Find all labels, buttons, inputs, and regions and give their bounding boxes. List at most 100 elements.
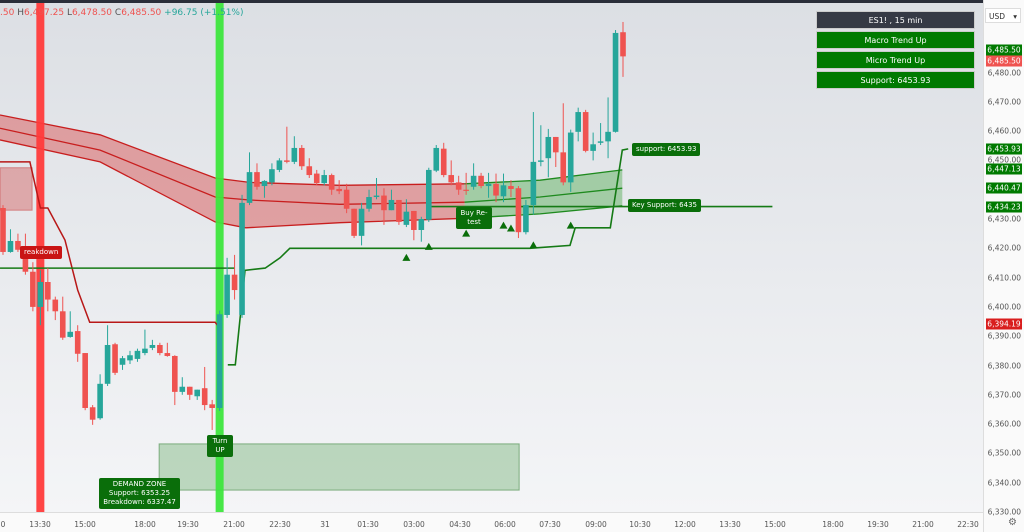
price-tick-label: 6,400.00 bbox=[987, 302, 1021, 312]
candle-body bbox=[45, 281, 51, 300]
price-badge: 6,453.93 bbox=[986, 143, 1022, 155]
candle-body bbox=[209, 404, 215, 408]
candle-body bbox=[313, 173, 320, 184]
candle-body bbox=[403, 211, 410, 225]
time-tick-label: 07:30 bbox=[539, 520, 561, 529]
candle-body bbox=[530, 161, 537, 206]
candle-body bbox=[612, 32, 619, 132]
candle-body bbox=[299, 147, 305, 167]
time-tick-label: 21:00 bbox=[912, 520, 934, 529]
price-tick-label: 6,350.00 bbox=[987, 448, 1021, 458]
supply-box bbox=[0, 167, 33, 211]
candle-body bbox=[567, 132, 574, 183]
micro-trend-row: Micro Trend Up bbox=[816, 51, 975, 69]
candle-body bbox=[523, 205, 529, 233]
price-badge: 6,440.47 bbox=[986, 182, 1022, 194]
price-badge: 6,394.19 bbox=[986, 318, 1022, 330]
price-tick-label: 6,360.00 bbox=[987, 419, 1021, 429]
candle-body bbox=[59, 311, 66, 338]
candle-body bbox=[82, 353, 88, 408]
candle-body bbox=[448, 175, 454, 183]
time-tick-label: 01:30 bbox=[357, 520, 379, 529]
settings-gear-icon[interactable]: ⚙ bbox=[1008, 517, 1017, 528]
price-tick-label: 6,380.00 bbox=[987, 361, 1021, 370]
time-tick-label: 18:00 bbox=[822, 520, 844, 529]
close-value: 6,485.50 bbox=[121, 8, 162, 18]
candle-body bbox=[388, 199, 395, 211]
demand-zone-breakdown: Breakdown: 6337.47 bbox=[103, 498, 176, 506]
candle-body bbox=[284, 160, 290, 162]
ema-line-upper-bullish bbox=[464, 169, 623, 185]
candle-body bbox=[104, 344, 111, 384]
candle-body bbox=[463, 189, 469, 191]
candle-body bbox=[455, 182, 462, 190]
key-support-label: Key Support: 6435 bbox=[628, 199, 701, 212]
change-value: +96.75 (+1.51%) bbox=[164, 8, 244, 18]
candle-body bbox=[15, 240, 21, 250]
candle-body bbox=[179, 386, 186, 392]
candle-body bbox=[508, 186, 514, 189]
candle-body bbox=[605, 131, 611, 142]
candle-body bbox=[560, 152, 567, 183]
demand-zone-support: Support: 6353.25 bbox=[108, 489, 171, 497]
breakdown-label: reakdown bbox=[20, 246, 63, 259]
candle-body bbox=[194, 389, 201, 397]
panel-title: ES1! , 15 min bbox=[816, 11, 975, 29]
candle-body bbox=[552, 136, 559, 153]
candle-body bbox=[411, 210, 417, 230]
candle-body bbox=[201, 388, 208, 406]
candle-body bbox=[231, 274, 238, 291]
price-tick-label: 6,460.00 bbox=[987, 126, 1021, 136]
ema-line-middle-bearish bbox=[0, 127, 465, 205]
time-tick-label: 13:30 bbox=[29, 520, 51, 529]
candle-body bbox=[351, 208, 357, 236]
candle-body bbox=[89, 407, 96, 420]
time-tick-label: 12:00 bbox=[674, 520, 696, 529]
buy-marker-triangle-icon bbox=[529, 241, 538, 249]
price-tick-label: 6,390.00 bbox=[987, 331, 1021, 341]
ema-band-bearish bbox=[0, 115, 465, 228]
time-tick-label: 22:30 bbox=[269, 520, 291, 529]
candle-body bbox=[575, 112, 581, 132]
candle-body bbox=[620, 32, 626, 57]
support-row: Support: 6453.93 bbox=[816, 71, 975, 89]
candle-body bbox=[485, 183, 492, 187]
candle-body bbox=[328, 175, 335, 190]
candle-body bbox=[545, 136, 552, 159]
time-tick-label: 19:30 bbox=[177, 520, 199, 529]
candle-body bbox=[216, 314, 223, 408]
candle-body bbox=[37, 281, 44, 307]
price-tick-label: 6,420.00 bbox=[987, 243, 1021, 253]
close-label: C bbox=[114, 8, 122, 18]
turn-up-label: Turn UP bbox=[207, 435, 233, 457]
price-badge: 6,434.23 bbox=[986, 201, 1022, 213]
time-tick-label: 13:30 bbox=[719, 520, 741, 529]
time-axis[interactable]: 0 13:30 15:00 18:00 19:30 21:00 22:30 31 01:30 03… bbox=[0, 512, 983, 532]
price-tick-label: 6,470.00 bbox=[987, 97, 1021, 107]
candle-body bbox=[186, 386, 193, 395]
time-tick-label: 31 bbox=[320, 520, 330, 529]
price-axis[interactable]: 6,330.00 6,340.00 6,350.00 6,360.00 6,370.00… bbox=[983, 0, 1024, 532]
candle-body bbox=[30, 271, 36, 307]
candle-body bbox=[306, 166, 313, 176]
candle-body bbox=[538, 160, 544, 162]
time-tick-label: 06:00 bbox=[494, 520, 516, 529]
time-tick-label: 03:00 bbox=[403, 520, 425, 529]
candle-body bbox=[261, 180, 268, 187]
candle-body bbox=[142, 348, 148, 354]
candle-body bbox=[119, 358, 126, 365]
candle-body bbox=[97, 383, 103, 419]
candle-body bbox=[172, 355, 178, 392]
candle-body bbox=[254, 172, 260, 187]
chevron-down-icon: ▾ bbox=[1013, 12, 1017, 21]
candle-body bbox=[470, 175, 477, 187]
low-value: 6,478.50 bbox=[71, 8, 113, 18]
candle-body bbox=[597, 141, 604, 143]
currency-select[interactable]: USD ▾ bbox=[985, 8, 1021, 23]
price-tick-label: 6,430.00 bbox=[987, 214, 1021, 224]
candle-body bbox=[366, 197, 372, 209]
time-tick-label: 15:00 bbox=[74, 520, 96, 529]
time-tick-label: 15:00 bbox=[764, 520, 786, 529]
buy-marker-triangle-icon bbox=[424, 242, 433, 250]
candle-body bbox=[396, 199, 402, 222]
